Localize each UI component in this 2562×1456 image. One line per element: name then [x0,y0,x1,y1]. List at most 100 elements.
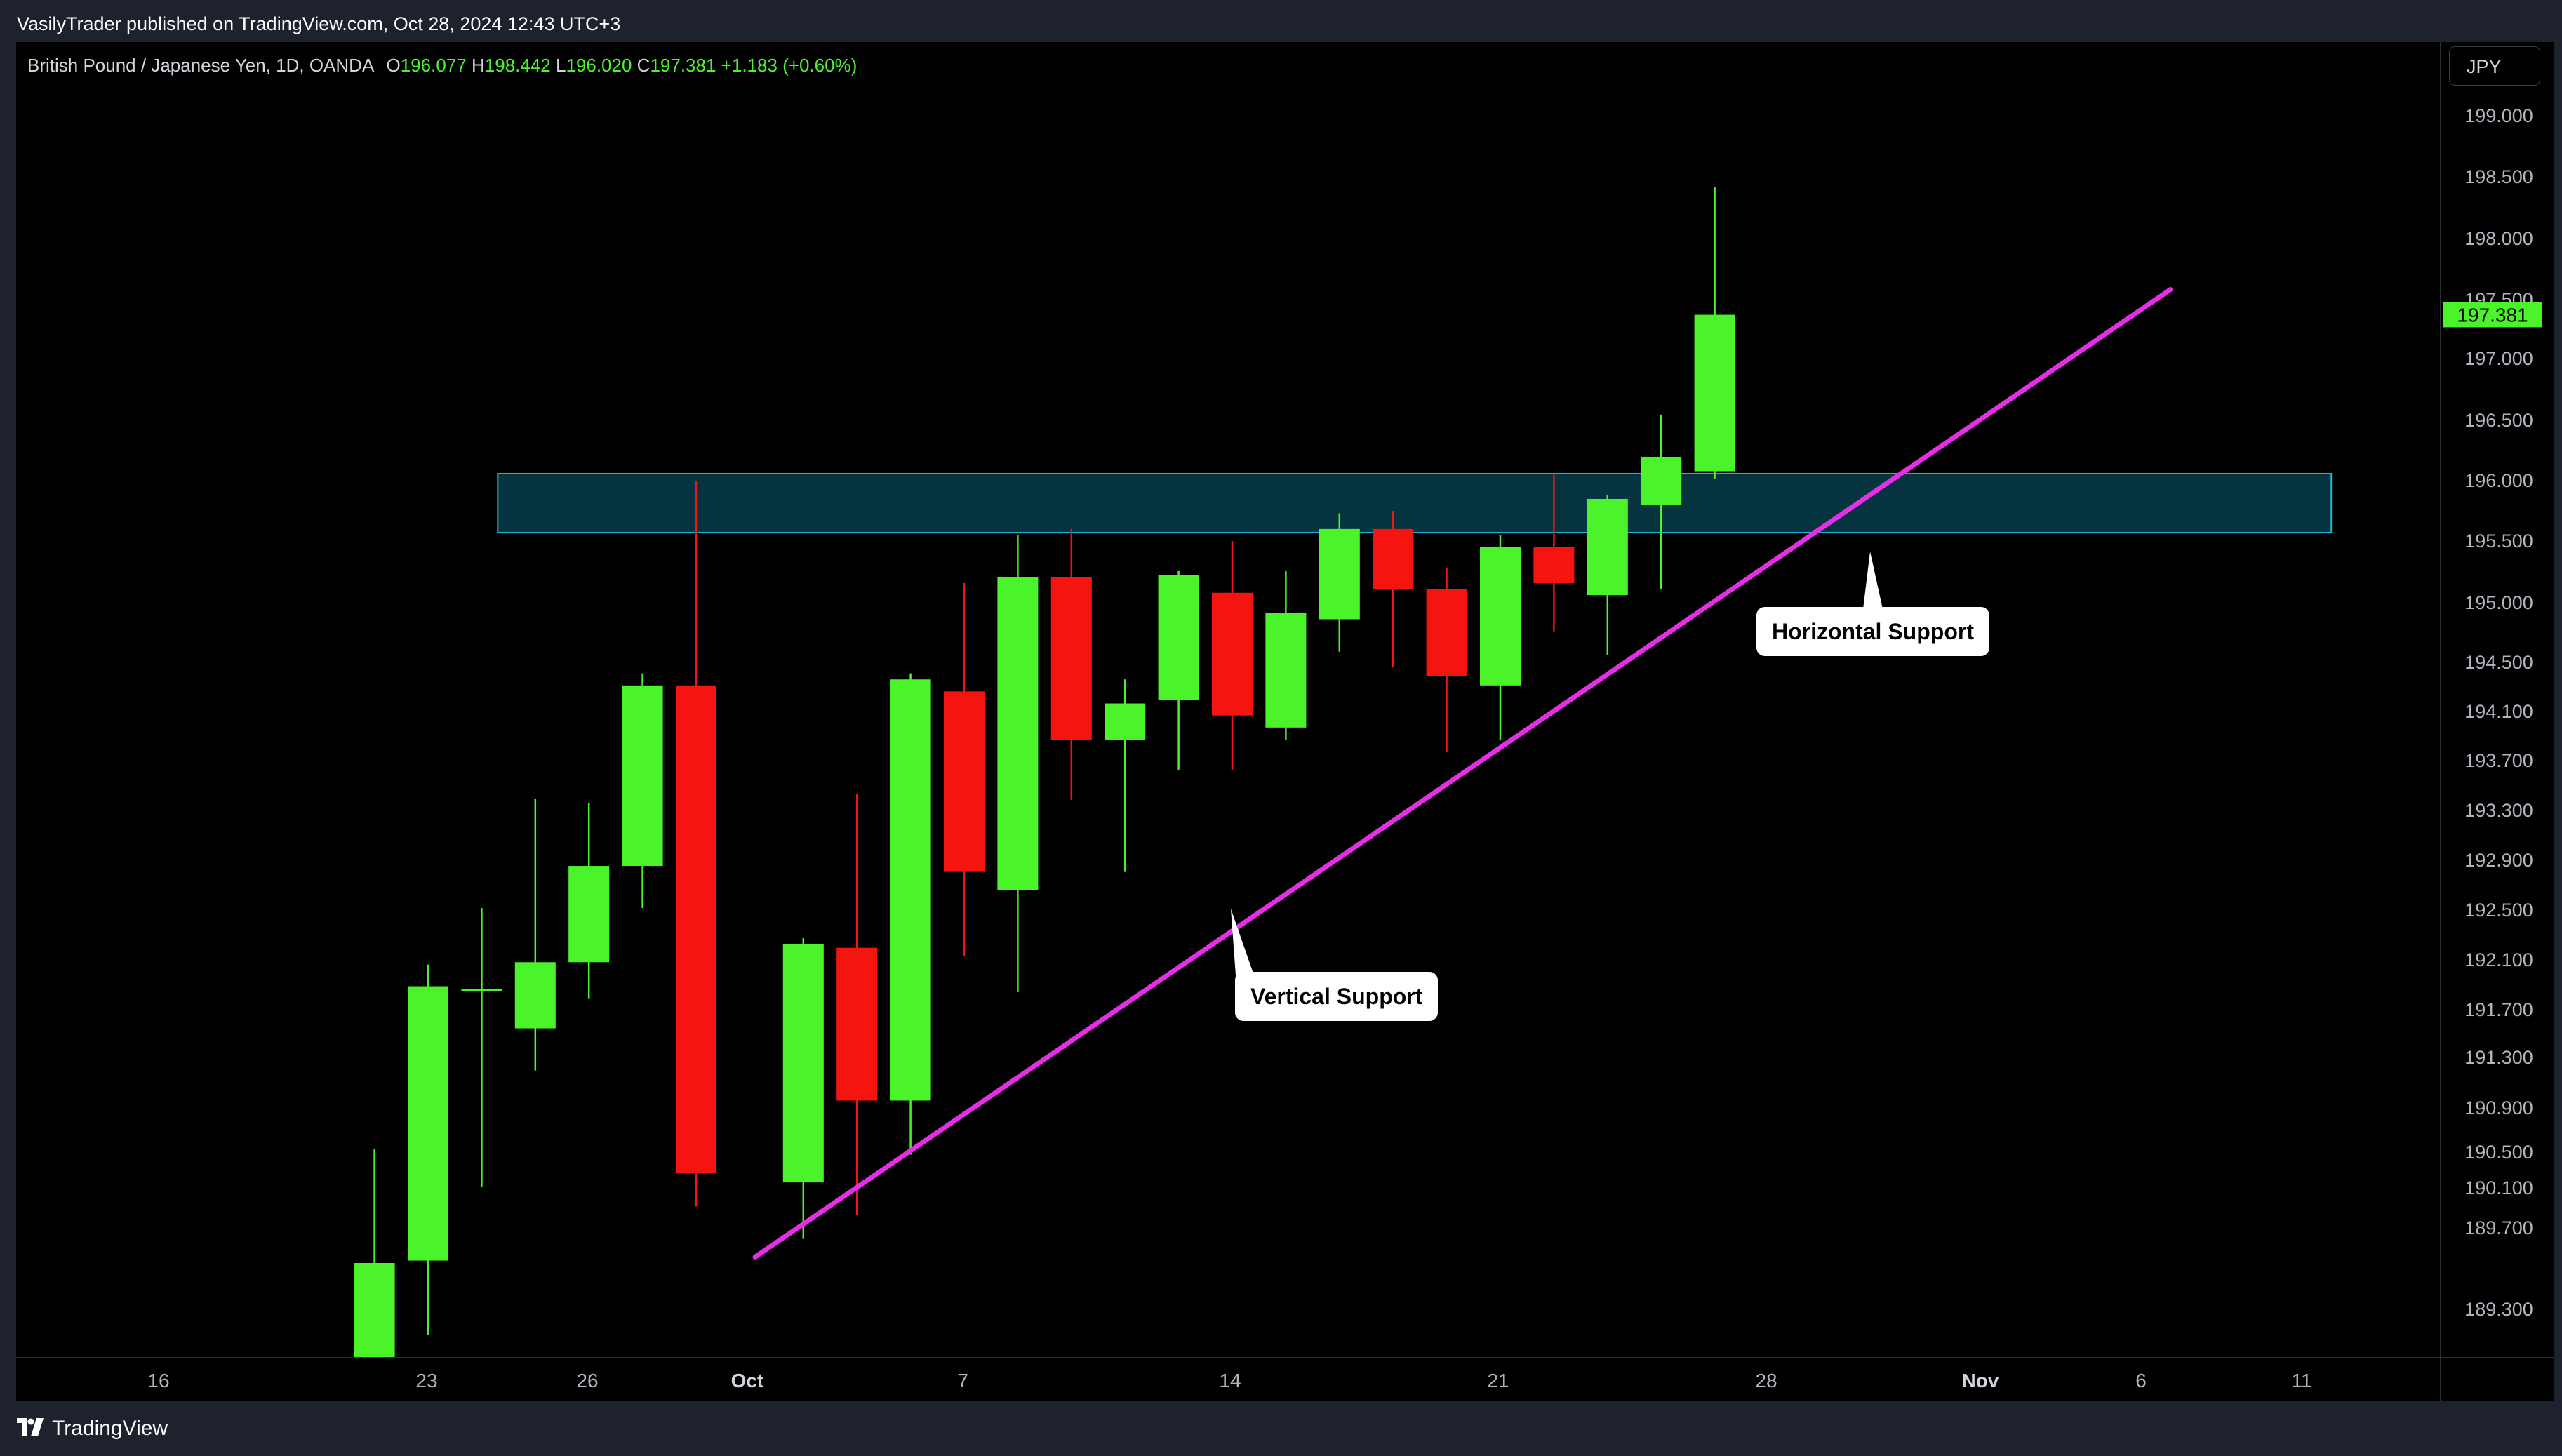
publisher-header: VasilyTrader published on TradingView.co… [0,0,2562,42]
footer: TradingView [0,1401,2562,1456]
candle [1641,414,1682,589]
candle [782,937,824,1239]
candle [1373,511,1414,668]
candle-body-up [461,988,502,991]
candlestick-chart[interactable]: 189.300 189.700 190.100 190.500 190.900 191.3… [16,42,2554,1401]
price-tick-label: 191.700 [2464,999,2533,1020]
last-price-text: 197.381 [2457,304,2528,326]
candle-body-up [890,679,931,1101]
tradingview-logo-icon [17,1418,44,1436]
candle [1694,187,1735,479]
candle-body-up [622,685,663,867]
candle [1319,513,1360,652]
candle-body-up [1265,613,1307,728]
candle [1533,474,1575,632]
candle-body-down [1212,592,1253,716]
price-tick-label: 198.500 [2464,166,2533,187]
time-tick-label: 21 [1487,1370,1509,1391]
candle [514,799,556,1071]
candle [568,803,610,999]
price-tick-label: 190.500 [2464,1142,2533,1163]
price-tick-label: 192.100 [2464,949,2533,970]
price-tick-label: 194.100 [2464,701,2533,722]
candle-body-up [1641,456,1682,505]
candle-body-up [1105,703,1146,740]
currency-button[interactable]: JPY [2449,46,2540,86]
candle-body-up [514,962,556,1029]
candle [836,794,878,1215]
price-tick-label: 196.000 [2464,470,2533,491]
change-value: +1.183 (+0.60%) [721,55,858,76]
time-tick-label: 14 [1219,1370,1241,1391]
candle-body-up [997,577,1039,890]
time-tick-label: 11 [2291,1370,2311,1391]
candle-body-down [1533,547,1575,584]
high-value: 198.442 [484,55,551,76]
candle-body-down [1050,577,1092,740]
vertical-support-callout-tail [1231,909,1254,975]
candle [1212,541,1253,770]
last-price-tag [2443,302,2542,328]
candle [1265,570,1307,740]
candle-body-down [1373,528,1414,589]
candle-body-up [782,944,824,1183]
candle [354,1149,395,1358]
candle [944,583,985,956]
time-tick-label: 6 [2135,1370,2147,1391]
price-tick-label: 194.500 [2464,652,2533,673]
time-tick-label: 26 [576,1370,598,1391]
horizontal-support-label: Horizontal Support [1756,607,1989,656]
high-label: H [471,55,485,76]
candle [408,964,448,1335]
price-tick-label: 195.000 [2464,592,2533,613]
candle [1426,567,1467,752]
candle [890,673,931,1155]
open-label: O [386,55,401,76]
price-tick-label: 199.000 [2464,105,2533,126]
price-tick-label: 189.300 [2464,1299,2533,1320]
chart-area[interactable]: 189.300 189.700 190.100 190.500 190.900 191.3… [16,42,2554,1401]
price-tick-label: 192.900 [2464,850,2533,871]
candle-body-down [676,685,716,1173]
candle [676,481,716,1207]
price-tick-label: 198.000 [2464,228,2533,249]
close-label: C [636,55,650,76]
horizontal-support-callout-tail [1863,552,1883,609]
open-value: 196.077 [400,55,467,76]
price-tick-label: 196.500 [2464,410,2533,431]
price-tick-label: 191.300 [2464,1047,2533,1068]
time-tick-label: Nov [1962,1370,1999,1391]
candle-body-down [944,691,985,872]
candle-body-up [1319,528,1360,620]
candle-body-up [1158,575,1199,700]
candle [1105,679,1146,872]
candle-body-up [354,1263,395,1358]
price-tick-label: 195.500 [2464,530,2533,552]
candle-body-up [1480,547,1521,686]
candle [1050,528,1092,800]
candle-body-down [836,947,878,1101]
price-axis-panel [2441,42,2554,1401]
support-zone-rect [497,472,2333,533]
price-tick-label: 197.000 [2464,348,2533,369]
close-value: 197.381 [650,55,716,76]
symbol-legend: British Pound / Japanese Yen, 1D, OANDA … [27,55,857,76]
time-tick-label: 23 [415,1370,437,1391]
candle-body-down [1426,589,1467,676]
time-tick-label: 28 [1755,1370,1777,1391]
candle [461,908,502,1187]
time-tick-label: Oct [731,1370,764,1391]
low-label: L [555,55,566,76]
footer-brand: TradingView [52,1417,168,1440]
vertical-support-label: Vertical Support [1235,972,1439,1021]
symbol-name: British Pound / Japanese Yen, 1D, OANDA [27,55,375,76]
candle [1587,495,1628,655]
price-tick-label: 190.100 [2464,1177,2533,1198]
time-tick-label: 16 [147,1370,169,1391]
candle [1480,535,1521,740]
candle [622,673,663,909]
price-tick-label: 192.500 [2464,900,2533,921]
candle-body-up [1694,314,1735,472]
candle [1158,570,1199,770]
time-tick-label: 7 [957,1370,968,1391]
